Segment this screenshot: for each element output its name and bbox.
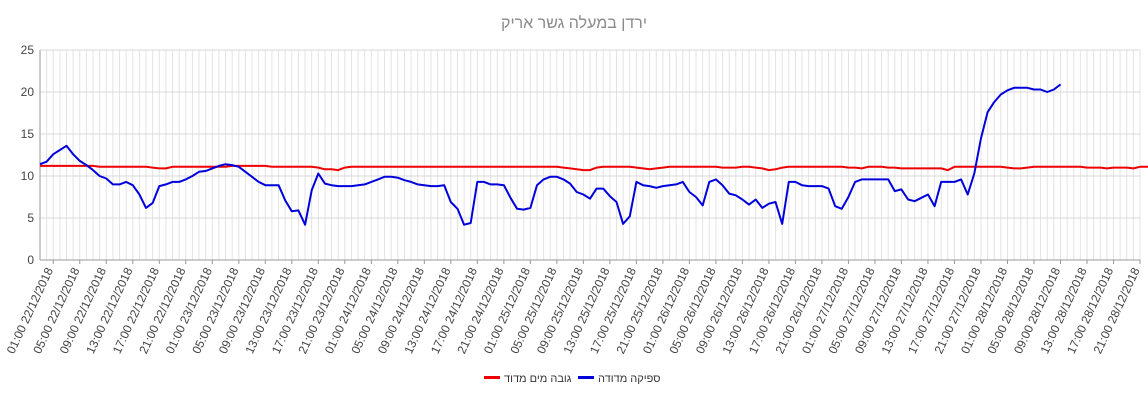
legend-label-water-level: גובה מים מדוד [504,373,572,385]
legend-swatch-flow [578,376,594,379]
axes [39,50,1140,261]
legend-label-flow: ספיקה מדודה [598,373,660,385]
legend[interactable]: גובה מים מדוד ספיקה מדודה [484,373,660,385]
y-tick-label: 25 [21,43,35,57]
legend-item-flow[interactable]: ספיקה מדודה [578,373,660,385]
y-tick-label: 20 [21,85,35,99]
y-tick-label: 10 [21,169,35,183]
legend-item-water-level[interactable]: גובה מים מדוד [484,373,572,385]
series-line-flow [39,83,1062,226]
legend-swatch-water-level [484,376,500,379]
grid [39,49,1141,261]
series-line-water-level [40,164,1148,172]
y-tick-label: 15 [21,127,35,141]
y-tick-label: 5 [27,211,34,225]
y-axis-ticks: 0 5 10 15 20 25 [21,43,35,267]
series-lines [39,83,1148,226]
chart-title: ירדן במעלה גשר אריק [501,14,647,32]
y-tick-label: 0 [27,253,34,267]
